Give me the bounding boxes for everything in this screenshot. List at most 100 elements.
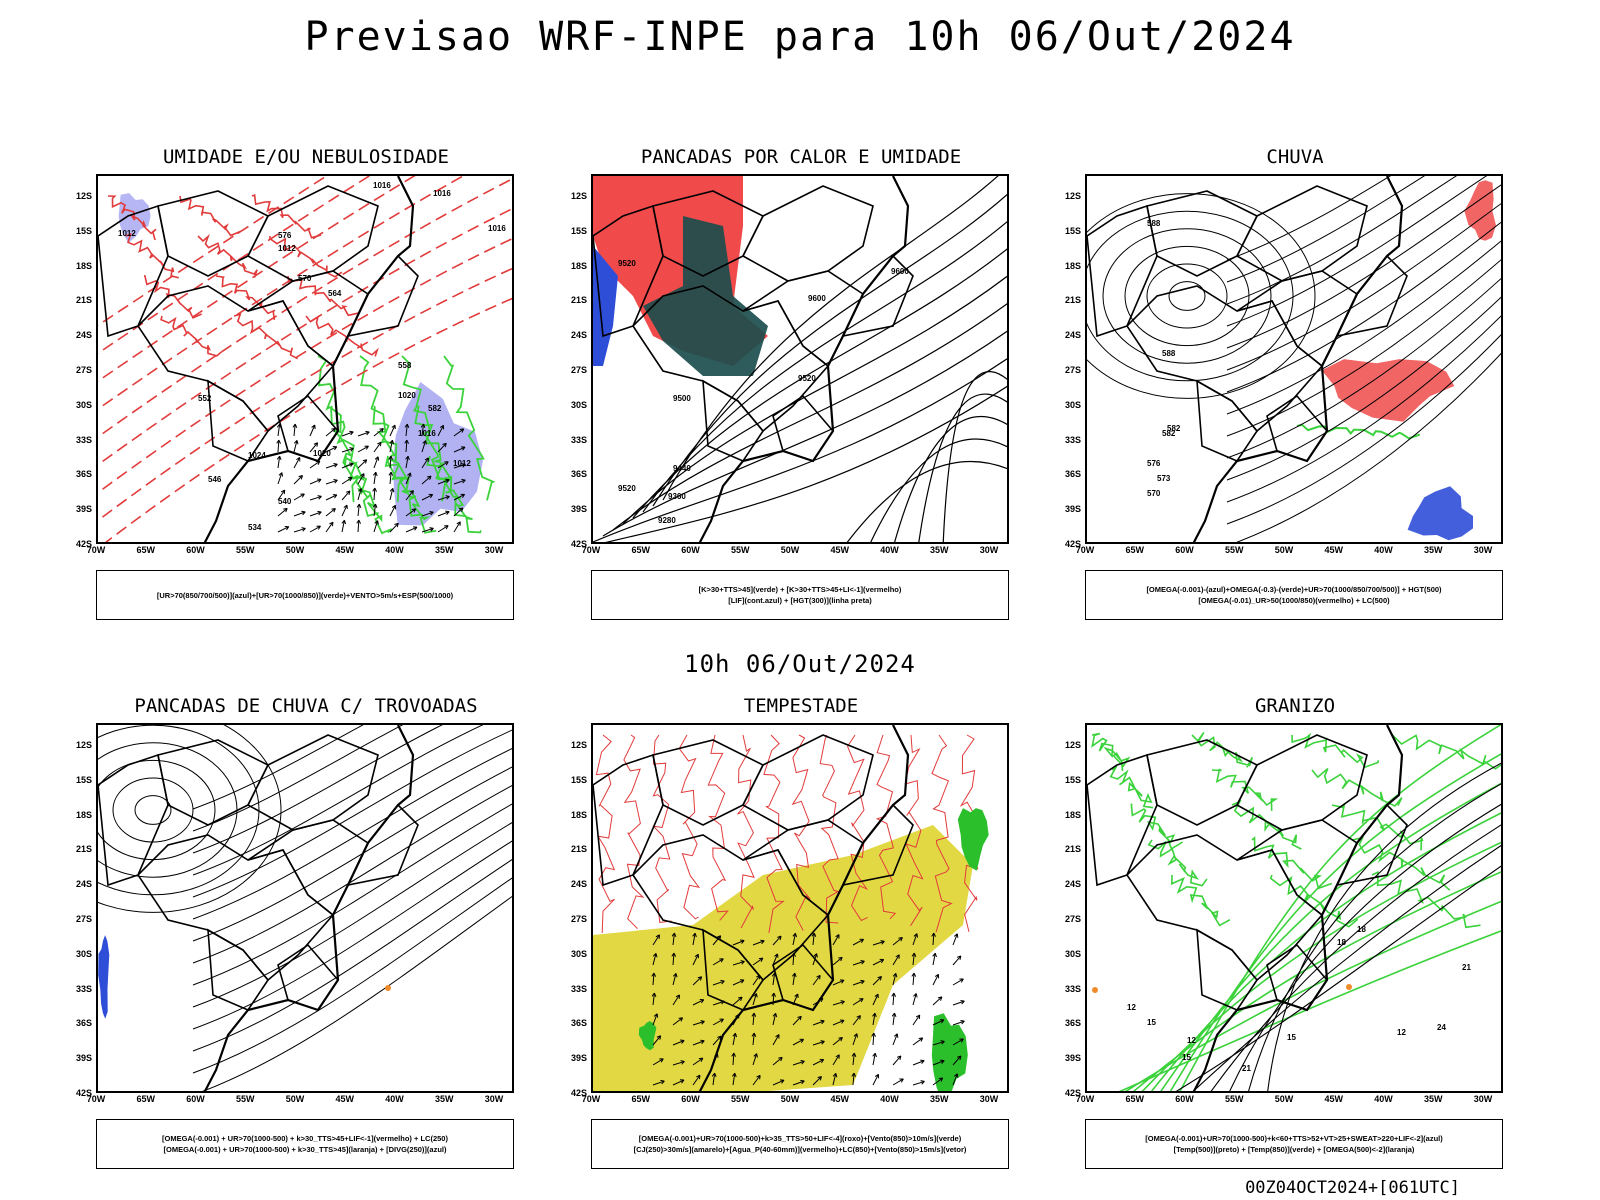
wind-vector (652, 993, 655, 1006)
wind-vector (832, 1019, 845, 1026)
state-border (207, 379, 269, 462)
wind-vector-head (794, 993, 799, 999)
wind-vector-head (404, 423, 410, 428)
wind-vector-head (680, 1060, 685, 1065)
lat-tick-label: 33S (1064, 983, 1081, 994)
wind-vector (712, 1073, 716, 1086)
wind-vector-head (276, 455, 282, 461)
lat-tick-label: 24S (1064, 879, 1081, 890)
temp850-contour (1169, 753, 1501, 1091)
lat-tick-label: 39S (570, 1053, 587, 1064)
wind-vector-head (813, 953, 818, 958)
lon-tick-label: 55W (1224, 1094, 1244, 1104)
wind-vector-head (671, 932, 677, 937)
streamline-red (595, 734, 616, 934)
wind-vector (453, 428, 464, 437)
lon-tick-label: 30W (979, 545, 999, 555)
wind-vector (832, 1073, 837, 1086)
streamline-red (847, 734, 869, 922)
streamline (1124, 245, 1250, 347)
wind-vector (421, 494, 433, 501)
wind-vector-head (420, 423, 426, 429)
wind-vector (792, 1038, 804, 1046)
isoline (98, 178, 512, 438)
wind-vector-head (720, 979, 725, 985)
wind-vector (952, 1073, 958, 1086)
wind-vector (732, 960, 745, 966)
map-background (1087, 725, 1501, 1091)
contour-label: 9500 (673, 394, 691, 403)
wind-vector (341, 431, 354, 437)
wind-vector (692, 933, 696, 946)
wind-vector (752, 1013, 755, 1026)
streamline (1226, 277, 1501, 459)
temp500-contour (1210, 824, 1501, 1091)
wind-vector (852, 998, 864, 1006)
state-border (1196, 928, 1258, 1011)
streamline-red (791, 734, 811, 931)
wind-vector (852, 1033, 858, 1046)
wind-vector-head (461, 463, 466, 468)
lon-tick-label: 40W (880, 545, 899, 555)
wind-vector-head (298, 475, 303, 480)
lat-tick-label: 15S (1064, 774, 1081, 785)
green-contour (414, 405, 467, 518)
coastline (698, 176, 910, 542)
wind-vector-head (859, 938, 865, 943)
contour-label: 9520 (618, 484, 636, 493)
streamline-red (931, 734, 953, 933)
wind-vector (752, 1033, 755, 1046)
wind-vector (692, 999, 704, 1006)
lon-tick-label: 60W (1175, 545, 1194, 555)
wind-vector-head (872, 1012, 877, 1018)
legend-line: [OMEGA(-0.001)+UR>70(1000-500)+k<60+TTS>… (1145, 1134, 1443, 1143)
streamline (1226, 176, 1426, 283)
wind-vector-head (860, 960, 865, 965)
wind-vector-head (753, 1053, 758, 1058)
wind-vector (277, 526, 289, 533)
temp850-contour (1179, 725, 1501, 1091)
wind-vector (812, 1040, 825, 1046)
wind-vector (832, 1000, 845, 1006)
wind-vector-head (819, 1058, 825, 1064)
wind-vector-head (659, 1058, 664, 1063)
wind-vector (373, 487, 376, 501)
wind-vector-head (374, 456, 380, 461)
temp500-contour (1175, 865, 1501, 1091)
lat-tick-label: 27S (75, 365, 92, 375)
latitude-axis: 12S 15S 18S 21S 24S 27S 30S 33S 36S 39S 42S (547, 723, 587, 1098)
streamline (192, 766, 512, 942)
wind-vector (732, 1052, 735, 1066)
wind-vector (932, 1019, 945, 1026)
lon-tick-label: 65W (631, 545, 651, 555)
isoline (98, 176, 465, 411)
wind-vector-head (738, 996, 743, 1002)
wind-vector-head (412, 526, 418, 531)
wind-vector (852, 1073, 855, 1086)
wind-vector (437, 525, 449, 533)
lat-tick-label: 33S (75, 983, 92, 994)
wind-vector (832, 1054, 840, 1066)
wind-vector (293, 527, 306, 533)
lon-tick-label: 60W (186, 545, 205, 555)
wind-vector-head (851, 1052, 857, 1057)
streamline (1226, 240, 1501, 415)
longitude-axis: 70W 65W 60W 55W 50W 45W 40W 35W 30W (1076, 544, 1503, 558)
lon-tick-label: 70W (86, 1094, 106, 1104)
wind-vector (952, 1020, 965, 1026)
wind-vector-head (333, 463, 338, 468)
wind-vector-head (751, 1012, 757, 1017)
coastline (698, 725, 910, 1091)
wind-vector-head (284, 526, 290, 531)
wind-vector-head (349, 462, 354, 467)
contour-label: 9520 (618, 259, 636, 268)
wind-vector-head (316, 525, 321, 530)
map-tempestade (591, 723, 1009, 1093)
map-trovoadas (96, 723, 514, 1093)
temp500-contour (1192, 844, 1501, 1091)
wind-vector (872, 1013, 876, 1026)
lon-tick-label: 55W (235, 1094, 255, 1104)
lat-tick-label: 12S (1064, 191, 1081, 201)
wind-vector-head (372, 471, 378, 477)
lat-tick-label: 21S (75, 844, 92, 855)
